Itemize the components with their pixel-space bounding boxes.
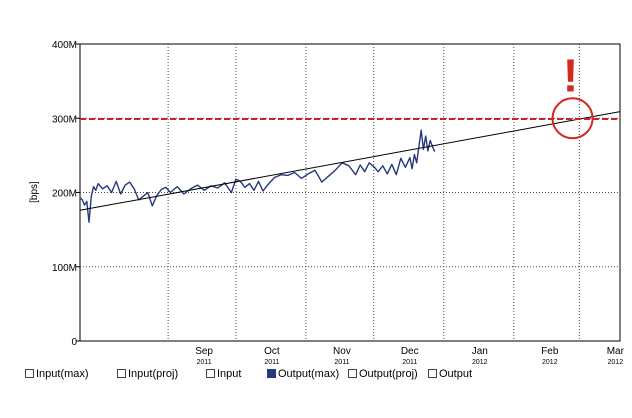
x-tick-month: Mar: [607, 346, 625, 357]
series-output-max-line: [79, 129, 436, 223]
x-tick-month: Dec: [401, 346, 419, 357]
series-trend-line: [79, 111, 621, 211]
annotation-layer: !: [551, 49, 594, 140]
x-tick-year: 2011: [402, 359, 417, 366]
y-tick-label: 0: [71, 337, 77, 348]
legend-swatch: [428, 369, 437, 378]
legend-label: Output(proj): [359, 368, 418, 380]
x-tick-year: 2011: [197, 359, 212, 366]
legend-swatch: [206, 369, 215, 378]
annotation-exclamation-icon: !: [563, 49, 578, 101]
y-tick-label: 200M: [52, 189, 77, 200]
legend-swatch: [267, 369, 276, 378]
legend-label: Output(max): [278, 368, 340, 380]
y-tick-label: 400M: [52, 40, 77, 51]
legend-label: Input(proj): [128, 368, 179, 380]
legend-item-output-max[interactable]: Output(max): [267, 367, 339, 381]
x-tick-month: Oct: [264, 346, 280, 357]
y-axis-ticks: 0 100M 200M 300M 400M: [52, 40, 80, 348]
legend-label: Input: [217, 368, 242, 380]
legend-swatch: [25, 369, 34, 378]
x-axis-ticks: Sep 2011 Oct 2011 Nov 2011 Dec 2011 Jan 2012 Feb 20…: [195, 346, 624, 366]
y-tick-label: 100M: [52, 263, 77, 274]
legend-item-output[interactable]: Output: [428, 367, 472, 381]
x-tick-month: Jan: [472, 346, 488, 357]
x-tick-year: 2011: [264, 359, 279, 366]
series-layer: [79, 111, 621, 223]
legend-item-input-max[interactable]: Input(max): [25, 367, 89, 381]
x-tick-month: Sep: [195, 346, 213, 357]
legend-swatch: [117, 369, 126, 378]
x-tick-year: 2012: [472, 359, 488, 366]
x-tick-year: 2012: [542, 359, 558, 366]
x-tick-month: Nov: [333, 346, 351, 357]
annotation-circle: [551, 97, 594, 140]
x-tick-year: 2012: [608, 359, 624, 366]
legend-swatch: [348, 369, 357, 378]
legend-item-input-proj[interactable]: Input(proj): [117, 367, 178, 381]
x-tick-month: Feb: [541, 346, 559, 357]
legend-item-input[interactable]: Input: [206, 367, 241, 381]
legend-label: Output: [439, 368, 473, 380]
x-tick-year: 2011: [334, 359, 349, 366]
legend-label: Input(max): [36, 368, 89, 380]
legend-item-output-proj[interactable]: Output(proj): [348, 367, 418, 381]
y-axis-label: [bps]: [29, 181, 40, 203]
y-tick-label: 300M: [52, 114, 77, 125]
